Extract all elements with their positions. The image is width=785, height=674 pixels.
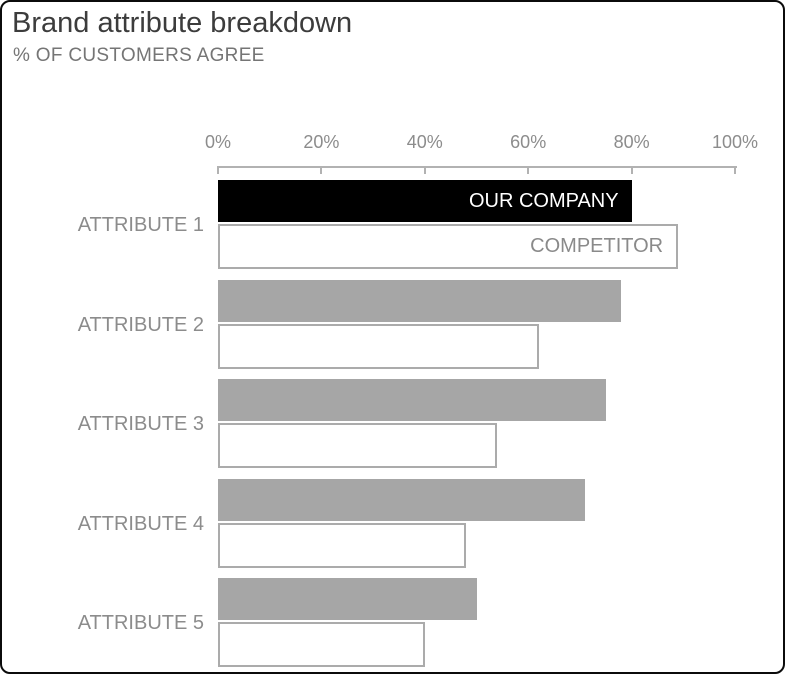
x-tick-label: 100%: [711, 132, 759, 152]
category-label: ATTRIBUTE 4: [77, 512, 204, 535]
competitor-bar: [218, 323, 539, 369]
x-tick-label: 80%: [613, 132, 650, 152]
category-label: ATTRIBUTE 1: [77, 214, 204, 236]
category-label: ATTRIBUTE 5: [77, 612, 204, 634]
x-tick-label: 60%: [510, 132, 547, 152]
x-axis-line: [218, 166, 737, 168]
x-tick-mark: [217, 166, 219, 174]
x-tick-mark: [320, 166, 323, 174]
x-tick-label: 20%: [303, 132, 340, 152]
x-tick-label: 40%: [406, 132, 443, 152]
x-tick-mark: [734, 166, 736, 174]
company-bar: [218, 379, 606, 421]
competitor-bar: [218, 622, 425, 667]
chart-title: Brand attribute breakdown: [12, 7, 353, 39]
category-label: ATTRIBUTE 3: [77, 413, 204, 435]
chart-subtitle: % OF CUSTOMERS AGREE: [13, 45, 265, 66]
competitor-bar: [218, 522, 467, 568]
company-bar: [218, 578, 477, 620]
company-bar: [218, 279, 622, 322]
category-label: ATTRIBUTE 2: [77, 313, 204, 336]
competitor-bar: COMPETITOR: [218, 224, 679, 269]
x-tick-mark: [527, 166, 530, 174]
company-bar: OUR COMPANY: [218, 180, 632, 222]
company-bar: [218, 478, 586, 521]
x-tick-mark: [630, 166, 633, 174]
competitor-bar: [218, 423, 498, 468]
series-label-competitor: COMPETITOR: [530, 235, 664, 257]
series-label-our-company: OUR COMPANY: [468, 189, 619, 212]
x-tick-mark: [423, 166, 426, 174]
x-tick-label: 0%: [204, 132, 231, 152]
